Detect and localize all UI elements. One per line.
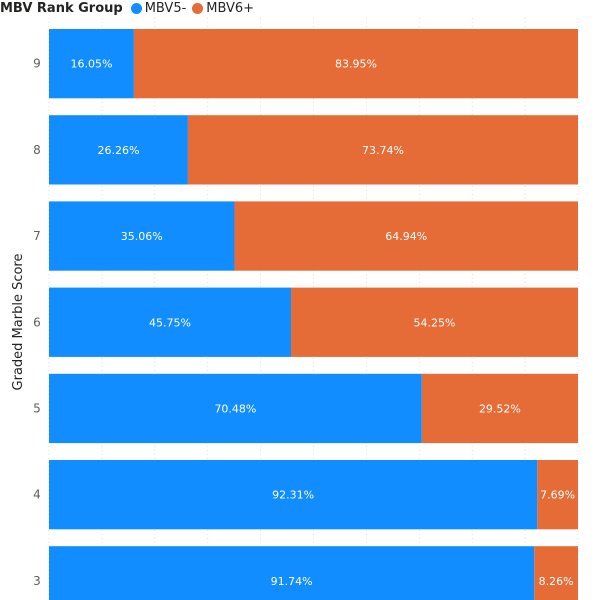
y-tick-label: 3 [33, 574, 41, 588]
bar-segment-mbv6[interactable] [537, 460, 578, 530]
legend-item-mbv5[interactable]: MBV5- [130, 0, 187, 16]
data-label: 29.52% [479, 402, 521, 415]
legend-label-mbv5: MBV5- [144, 0, 187, 16]
bar-segment-mbv5[interactable] [49, 546, 535, 600]
bar-segment-mbv5[interactable] [49, 29, 134, 99]
legend-item-mbv6[interactable]: MBV6+ [192, 1, 254, 16]
data-label: 54.25% [414, 316, 456, 329]
data-label: 45.75% [149, 316, 191, 329]
data-label: 8.26% [539, 575, 574, 588]
bar-segment-mbv5[interactable] [49, 373, 422, 444]
legend-label-mbv6: MBV6+ [206, 0, 255, 16]
bar-segment-mbv6[interactable] [291, 287, 578, 357]
bars: 16.05% 83.95% 26.26% 73.74% 35.06% 64.94% 45.7… [49, 29, 579, 600]
bar-segment-mbv6[interactable] [421, 373, 578, 444]
bar-segment-mbv5[interactable] [49, 460, 538, 530]
data-label: 92.31% [272, 489, 314, 502]
legend-marker-mbv5 [130, 2, 142, 14]
data-label: 16.05% [70, 58, 112, 71]
data-label: 83.95% [335, 58, 377, 71]
bar-segment-mbv6[interactable] [234, 201, 578, 271]
legend-title: MBV Rank Group [0, 0, 123, 16]
y-tick-label: 5 [33, 401, 41, 415]
bar-segment-mbv5[interactable] [49, 115, 188, 185]
y-tick-label: 7 [33, 229, 41, 243]
data-label: 35.06% [121, 230, 163, 243]
y-tick-label: 9 [33, 57, 41, 71]
bar-segment-mbv6[interactable] [133, 29, 579, 99]
data-label: 64.94% [385, 230, 427, 243]
y-tick-label: 4 [33, 488, 41, 502]
data-label: 7.69% [540, 489, 575, 502]
y-tick-label: 8 [33, 143, 41, 157]
bar-segment-mbv6[interactable] [534, 546, 578, 600]
data-label: 91.74% [271, 575, 313, 588]
data-label: 26.26% [97, 144, 139, 157]
data-label: 73.74% [362, 144, 404, 157]
legend-marker-mbv6 [192, 2, 204, 14]
data-label: 70.48% [214, 402, 256, 415]
bar-segment-mbv5[interactable] [49, 287, 292, 357]
y-axis-ticks: 9 8 7 6 5 4 3 [33, 57, 41, 588]
y-tick-label: 6 [33, 315, 41, 329]
bar-segment-mbv6[interactable] [187, 115, 578, 185]
bar-segment-mbv5[interactable] [49, 201, 235, 271]
y-axis-title: Graded Marble Score [11, 254, 26, 391]
chart-legend: MBV Rank Group MBV5- MBV6+ [0, 0, 260, 16]
